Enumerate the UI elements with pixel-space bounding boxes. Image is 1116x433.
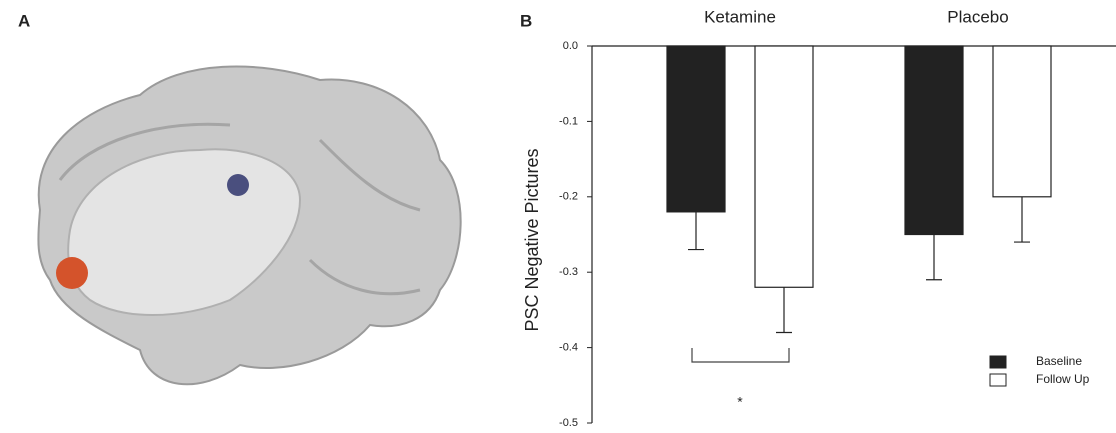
bar bbox=[992, 45, 1052, 198]
roi-marker bbox=[227, 174, 249, 196]
bar bbox=[754, 45, 814, 288]
significance-bracket bbox=[691, 348, 790, 363]
panel-label: A bbox=[18, 11, 30, 30]
y-tick-label: -0.1 bbox=[559, 115, 578, 127]
y-axis-label: PSC Negative Pictures bbox=[522, 148, 542, 331]
error-bar bbox=[926, 234, 942, 281]
bar bbox=[666, 45, 726, 213]
brain-illustration bbox=[37, 65, 462, 386]
bar bbox=[904, 45, 964, 236]
y-tick-label: -0.2 bbox=[559, 191, 578, 203]
y-tick-label: -0.3 bbox=[559, 266, 578, 278]
error-bar bbox=[776, 287, 792, 334]
y-tick-label: 0.0 bbox=[563, 40, 578, 52]
roi-marker bbox=[56, 257, 88, 289]
legend-label: Baseline bbox=[1036, 354, 1082, 368]
y-tick-label: -0.4 bbox=[559, 342, 578, 354]
error-bar bbox=[688, 211, 704, 251]
error-bar bbox=[1014, 196, 1030, 243]
annotation: * bbox=[737, 394, 743, 410]
legend-swatch bbox=[989, 373, 1007, 387]
brain-sulcus bbox=[58, 122, 421, 296]
category-label: Placebo bbox=[947, 7, 1008, 26]
legend-swatch bbox=[989, 355, 1007, 369]
legend-label: Follow Up bbox=[1036, 372, 1090, 386]
y-tick-label: -0.5 bbox=[559, 417, 578, 429]
panel-label: B bbox=[520, 11, 532, 30]
category-label: Ketamine bbox=[704, 7, 776, 26]
